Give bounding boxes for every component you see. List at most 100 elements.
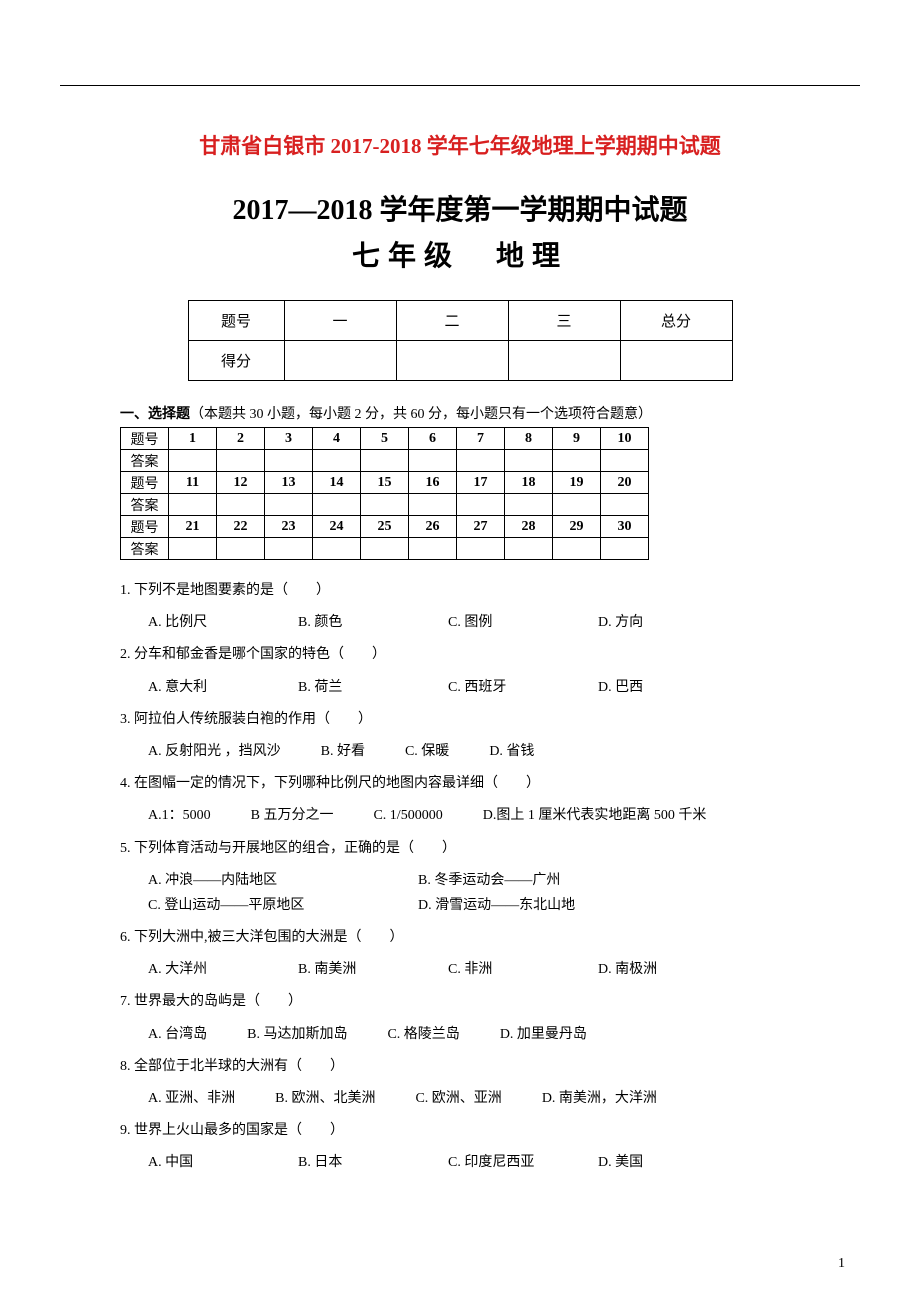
question-stem: 6. 下列大洲中,被三大洋包围的大洲是（ ） bbox=[120, 925, 800, 950]
answer-cell bbox=[265, 450, 313, 472]
qnum-cell: 13 bbox=[265, 472, 313, 494]
qnum-cell: 3 bbox=[265, 428, 313, 450]
option: A. 中国 bbox=[148, 1150, 298, 1175]
row-label: 答案 bbox=[121, 494, 169, 516]
option: D. 美国 bbox=[598, 1150, 748, 1175]
answer-cell bbox=[553, 494, 601, 516]
col-header: 一 bbox=[284, 301, 396, 341]
qnum-cell: 8 bbox=[505, 428, 553, 450]
page-top-rule bbox=[60, 85, 860, 86]
answer-cell bbox=[313, 538, 361, 560]
question-stem: 1. 下列不是地图要素的是（ ） bbox=[120, 578, 800, 603]
option: C. 西班牙 bbox=[448, 675, 598, 700]
table-row: 题号 11 12 13 14 15 16 17 18 19 20 bbox=[121, 472, 649, 494]
answer-cell bbox=[601, 538, 649, 560]
question-stem: 8. 全部位于北半球的大洲有（ ） bbox=[120, 1054, 800, 1079]
answer-cell bbox=[409, 450, 457, 472]
question-options: A. 意大利B. 荷兰C. 西班牙D. 巴西 bbox=[120, 675, 800, 700]
option: D. 省钱 bbox=[489, 739, 534, 764]
option: D. 南美洲，大洋洲 bbox=[542, 1086, 657, 1111]
option: B 五万分之一 bbox=[251, 803, 334, 828]
qnum-cell: 30 bbox=[601, 516, 649, 538]
question-stem: 3. 阿拉伯人传统服装白袍的作用（ ） bbox=[120, 707, 800, 732]
question-options: A. 台湾岛B. 马达加斯加岛C. 格陵兰岛D. 加里曼丹岛 bbox=[120, 1022, 800, 1047]
table-row: 答案 bbox=[121, 450, 649, 472]
question-options: A.1：5000 B 五万分之一 C. 1/500000 D.图上 1 厘米代表实地距… bbox=[120, 803, 800, 828]
question-options: A. 比例尺B. 颜色C. 图例D. 方向 bbox=[120, 610, 800, 635]
answer-cell bbox=[409, 494, 457, 516]
answer-cell bbox=[361, 494, 409, 516]
question-stem: 9. 世界上火山最多的国家是（ ） bbox=[120, 1118, 800, 1143]
option: C. 1/500000 bbox=[373, 803, 442, 828]
section-label: 一、选择题 bbox=[120, 407, 190, 422]
qnum-cell: 10 bbox=[601, 428, 649, 450]
qnum-cell: 15 bbox=[361, 472, 409, 494]
row-label: 题号 bbox=[121, 472, 169, 494]
answer-cell bbox=[169, 538, 217, 560]
option: B. 好看 bbox=[321, 739, 365, 764]
qnum-cell: 25 bbox=[361, 516, 409, 538]
qnum-cell: 22 bbox=[217, 516, 265, 538]
answer-cell bbox=[601, 494, 649, 516]
answer-cell bbox=[601, 450, 649, 472]
row-label: 答案 bbox=[121, 450, 169, 472]
option: B. 马达加斯加岛 bbox=[247, 1022, 347, 1047]
option: C. 欧洲、亚洲 bbox=[415, 1086, 501, 1111]
score-cell bbox=[396, 341, 508, 381]
option: A. 冲浪——内陆地区 bbox=[148, 868, 418, 893]
qnum-cell: 12 bbox=[217, 472, 265, 494]
exam-title: 2017—2018 学年度第一学期期中试题 bbox=[120, 188, 800, 228]
answer-cell bbox=[553, 450, 601, 472]
page-number: 1 bbox=[838, 1256, 845, 1272]
table-row: 答案 bbox=[121, 538, 649, 560]
option: C. 印度尼西亚 bbox=[448, 1150, 598, 1175]
answer-cell bbox=[361, 450, 409, 472]
qnum-cell: 26 bbox=[409, 516, 457, 538]
option: A. 亚洲、非洲 bbox=[148, 1086, 235, 1111]
qnum-cell: 2 bbox=[217, 428, 265, 450]
answer-cell bbox=[217, 538, 265, 560]
table-row: 题号 1 2 3 4 5 6 7 8 9 10 bbox=[121, 428, 649, 450]
question-options: A. 亚洲、非洲 B. 欧洲、北美洲 C. 欧洲、亚洲 D. 南美洲，大洋洲 bbox=[120, 1086, 800, 1111]
question-stem: 7. 世界最大的岛屿是（ ） bbox=[120, 989, 800, 1014]
row-label: 得分 bbox=[188, 341, 284, 381]
option: A.1：5000 bbox=[148, 803, 211, 828]
option: B. 荷兰 bbox=[298, 675, 448, 700]
answer-cell bbox=[505, 494, 553, 516]
qnum-cell: 20 bbox=[601, 472, 649, 494]
option: D. 滑雪运动——东北山地 bbox=[418, 893, 688, 918]
table-row: 答案 bbox=[121, 494, 649, 516]
option: A. 反射阳光 ，挡风沙 bbox=[148, 739, 281, 764]
qnum-cell: 24 bbox=[313, 516, 361, 538]
table-row: 题号 21 22 23 24 25 26 27 28 29 30 bbox=[121, 516, 649, 538]
row-label: 题号 bbox=[188, 301, 284, 341]
table-row: 题号 一 二 三 总分 bbox=[188, 301, 732, 341]
answer-cell bbox=[265, 538, 313, 560]
question-stem: 2. 分车和郁金香是哪个国家的特色（ ） bbox=[120, 642, 800, 667]
row-label: 答案 bbox=[121, 538, 169, 560]
qnum-cell: 21 bbox=[169, 516, 217, 538]
qnum-cell: 6 bbox=[409, 428, 457, 450]
option: B. 颜色 bbox=[298, 610, 448, 635]
option: A. 比例尺 bbox=[148, 610, 298, 635]
qnum-cell: 11 bbox=[169, 472, 217, 494]
col-header: 三 bbox=[508, 301, 620, 341]
col-header: 总分 bbox=[620, 301, 732, 341]
col-header: 二 bbox=[396, 301, 508, 341]
option: A. 大洋州 bbox=[148, 957, 298, 982]
question-options: A. 大洋州B. 南美洲C. 非洲D. 南极洲 bbox=[120, 957, 800, 982]
option: D. 加里曼丹岛 bbox=[500, 1022, 587, 1047]
option: D.图上 1 厘米代表实地距离 500 千米 bbox=[483, 803, 707, 828]
qnum-cell: 28 bbox=[505, 516, 553, 538]
question-options: A. 冲浪——内陆地区B. 冬季运动会——广州C. 登山运动——平原地区D. 滑… bbox=[120, 868, 800, 918]
score-cell bbox=[284, 341, 396, 381]
answer-cell bbox=[457, 538, 505, 560]
question-stem: 4. 在图幅一定的情况下，下列哪种比例尺的地图内容最详细（ ） bbox=[120, 771, 800, 796]
option: B. 欧洲、北美洲 bbox=[275, 1086, 375, 1111]
answer-cell bbox=[505, 450, 553, 472]
answer-cell bbox=[409, 538, 457, 560]
score-cell bbox=[620, 341, 732, 381]
option: B. 南美洲 bbox=[298, 957, 448, 982]
answer-cell bbox=[217, 450, 265, 472]
qnum-cell: 14 bbox=[313, 472, 361, 494]
